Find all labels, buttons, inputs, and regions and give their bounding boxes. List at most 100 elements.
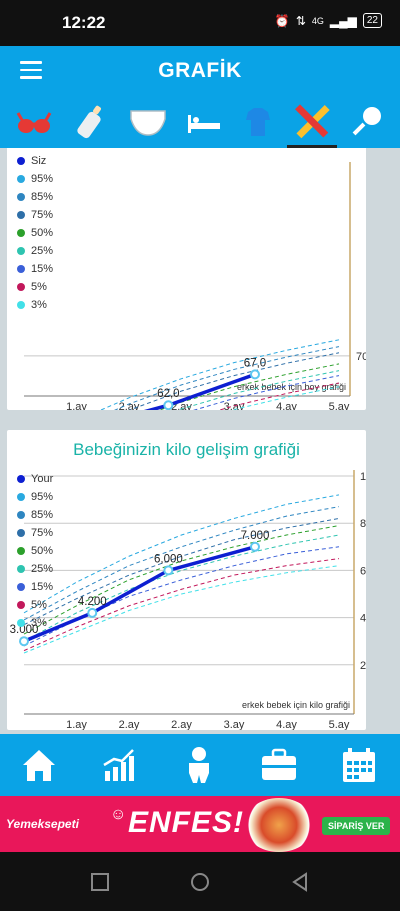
legend-item-3: 3% [17,614,53,632]
nav-baby[interactable] [178,744,220,786]
legend-dot [17,157,25,165]
legend-dot [17,493,25,501]
rattle-icon [352,107,381,136]
bottom-navigation [0,734,400,796]
diaper-icon [130,110,166,136]
percentile-line [23,506,340,621]
legend-item-5: 5% [17,278,53,296]
tab-growth[interactable] [287,100,337,148]
ad-headline: ENFES! [128,806,245,839]
tab-sleep[interactable] [180,100,228,144]
percentile-line [177,370,340,410]
system-navigation-bar [0,852,400,911]
legend-dot [17,229,25,237]
baby-icon [189,747,209,783]
percentile-line [99,339,340,410]
nav-home[interactable] [18,744,60,786]
tab-breastfeeding[interactable] [10,100,58,144]
nav-calendar[interactable] [338,744,380,786]
back-icon[interactable] [290,872,310,892]
legend-dot [17,583,25,591]
ad-banner[interactable]: Yemeksepeti ☺ ENFES! SİPARİŞ VER [0,796,400,852]
percentile-line [128,352,340,410]
data-label: 67,0 [244,357,266,369]
ad-cta-button[interactable]: SİPARİŞ VER [322,817,391,835]
legend-item-85: 85% [17,188,53,206]
legend-item-95: 95% [17,170,53,188]
legend-dot [17,529,25,537]
y-tick-label: 8 kg [360,518,366,530]
home-icon [23,750,55,781]
tab-bottle[interactable] [66,100,114,144]
bra-icon [16,112,52,133]
user-series-line [143,372,256,410]
weight-chart: 10 kg 8 kg 6 kg 4 kg 2 kg 1.ay 2.ay 2.ay 3.ay 4.a… [10,470,366,730]
data-label: 7.000 [241,530,270,542]
data-label: 62,0 [157,388,179,400]
bed-icon [188,115,220,133]
status-time: 12:22 [62,13,106,32]
battery-icon: 22 [362,13,382,28]
medical-kit-icon [262,748,296,780]
legend-item-15: 15% [17,578,53,596]
legend-label: Siz [31,155,47,167]
height-chart-legend: Siz 95% 85% 75% 50% 25% 15% 5% 3% [17,152,53,314]
nav-growth[interactable] [98,744,140,786]
legend-label: 25% [31,245,54,257]
legend-dot [17,193,25,201]
data-point [250,541,260,552]
network-type: 4G [311,15,324,26]
legend-item-siz: Siz [17,152,53,170]
percentile-line [23,558,340,652]
legend-label: 95% [31,173,54,185]
tab-diaper[interactable] [124,100,172,144]
legend-dot [17,601,25,609]
legend-dot [17,211,25,219]
legend-label: 3% [31,617,47,629]
legend-label: 15% [31,263,54,275]
x-tick-label: 2.ay [171,719,192,730]
legend-label: 5% [31,281,47,293]
tab-toys[interactable] [344,100,392,144]
chart-caption: erkek bebek için boy grafiği [237,382,346,392]
legend-label: 85% [31,191,54,203]
weight-chart-card: Bebeğinizin kilo gelişim grafiği 10 kg 8 … [7,430,366,730]
y-tick-label: 6 kg [360,565,366,577]
legend-dot [17,619,25,627]
x-tick-label: 1.ay [66,719,87,730]
x-tick-label: 5.ay [329,719,350,730]
recent-apps-icon[interactable] [90,872,110,892]
hamburger-menu-icon[interactable] [20,61,42,79]
legend-dot [17,475,25,483]
legend-dot [17,511,25,519]
legend-item-75: 75% [17,524,53,542]
x-tick-label: 5.ay [329,401,350,410]
signal-icon: ▂▄▆ [329,13,357,28]
height-chart: 70 cm60 cm50 cm40 cm1.ay2.ay2.ay3.ay4.ay… [24,162,366,410]
height-chart-card: 70 cm60 cm50 cm40 cm1.ay2.ay2.ay3.ay4.ay… [7,148,366,410]
status-icons: ⏰ ⇅ 4G ▂▄▆ 22 [275,13,382,28]
app-bar: GRAFİK [0,46,400,96]
x-tick-label: 1.ay [66,401,87,410]
legend-item-50: 50% [17,224,53,242]
data-point [250,369,260,380]
legend-item-25: 25% [17,560,53,578]
y-tick-label: 2 kg [360,660,366,672]
tab-clothes[interactable] [234,100,282,144]
ruler-pencil-icon [295,104,330,139]
y-tick-label: 4 kg [360,613,366,625]
nav-health[interactable] [258,744,300,786]
y-tick-label: 10 kg [360,471,366,483]
x-tick-label: 4.ay [276,401,297,410]
home-button-icon[interactable] [190,872,210,892]
content-area[interactable]: 70 cm60 cm50 cm40 cm1.ay2.ay2.ay3.ay4.ay… [0,148,400,734]
percentile-line [23,525,340,635]
percentile-line [23,565,340,654]
legend-item-25: 25% [17,242,53,260]
food-image [244,798,314,852]
smiley-icon: ☺ [110,806,127,823]
x-tick-label: 2.ay [119,401,140,410]
data-point [87,607,98,618]
legend-item-5: 5% [17,596,53,614]
calendar-icon [343,748,375,782]
